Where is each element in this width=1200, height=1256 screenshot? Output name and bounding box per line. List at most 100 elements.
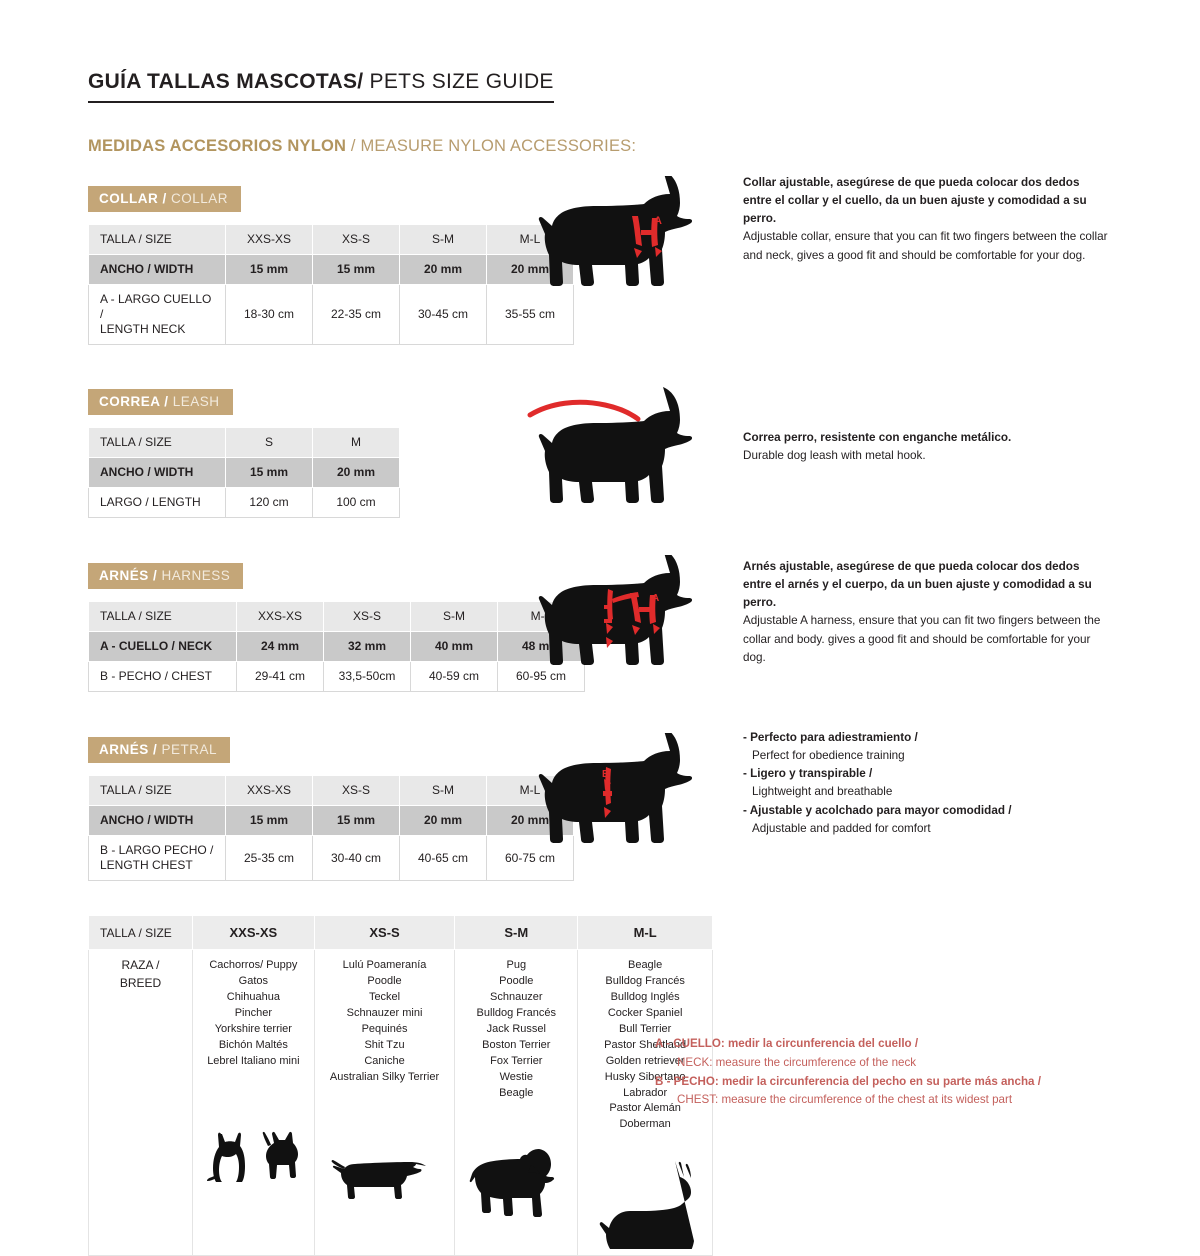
breed-list-m-l: Beagle Bulldog Francés Bulldog Inglés Cocke…: [582, 956, 708, 1133]
page-title: GUÍA TALLAS MASCOTAS/ PETS SIZE GUIDE: [88, 70, 554, 103]
section-collar: COLLAR / COLLAR TALLA / SIZE XXS-XS XS-S…: [88, 170, 1120, 345]
note-chest-es: B - PECHO: medir la circunferencia del p…: [655, 1074, 1041, 1088]
cell: 35-55 cm: [486, 284, 574, 345]
breed-item: Teckel: [368, 990, 401, 1003]
cell: 22-35 cm: [312, 284, 400, 345]
col-header-s-m: S-M: [410, 601, 498, 632]
breed-item: Bulldog Inglés: [610, 990, 680, 1003]
section-leash: CORREA / LEASH TALLA / SIZE S M ANCHO / …: [88, 387, 1120, 518]
cell: 15 mm: [225, 254, 313, 285]
section-harness: ARNÉS / HARNESS TALLA / SIZE XXS-XS XS-S…: [88, 549, 1120, 692]
cell: 33,5-50cm: [323, 661, 411, 692]
page-subtitle: MEDIDAS ACCESORIOS NYLON / MEASURE NYLON…: [88, 137, 1120, 156]
breed-item: Pastor Shertland: [604, 1038, 687, 1051]
breed-col-header-xs-s: XS-S: [313, 915, 456, 950]
size-guide-page: GUÍA TALLAS MASCOTAS/ PETS SIZE GUIDE ME…: [88, 70, 1120, 1256]
page-title-es: GUÍA TALLAS MASCOTAS/: [88, 70, 364, 93]
breed-item: Cocker Spaniel: [607, 1006, 683, 1019]
breed-item: Pincher: [234, 1006, 272, 1019]
table-row: A - LARGO CUELLO / LENGTH NECK 18-30 cm …: [88, 284, 574, 345]
cell: 32 mm: [323, 631, 411, 662]
col-header-xxs-xs: XXS-XS: [225, 775, 313, 806]
table-row: LARGO / LENGTH 120 cm 100 cm: [88, 487, 400, 518]
breed-item: Doberman: [619, 1118, 671, 1131]
marker-a-label: A: [652, 593, 659, 604]
breed-cell-xxs-xs: Cachorros/ Puppy Gatos Chihuahua Pincher Yor…: [192, 948, 315, 1256]
feature-2-en: Lightweight and breathable: [752, 785, 893, 799]
cat-icon: [207, 1132, 246, 1182]
breed-item: Poodle: [499, 974, 534, 987]
collar-description-es: Collar ajustable, asegúrese de que pueda…: [743, 176, 1087, 226]
schnauzer-icon: [469, 1149, 554, 1218]
cell: 25-35 cm: [225, 835, 313, 881]
row-label-neck: A - CUELLO / NECK: [88, 631, 237, 662]
leash-description-es: Correa perro, resistente con enganche me…: [743, 431, 1012, 444]
dog-leash-svg: [527, 387, 693, 503]
feature-1-es: - Perfecto para adiestramiento /: [743, 731, 918, 744]
breed-cell-s-m: Pug Poodle Schnauzer Bulldog Francés Jack Ru…: [454, 948, 579, 1256]
row-label-width: ANCHO / WIDTH: [88, 254, 226, 285]
cell: 15 mm: [225, 457, 313, 488]
page-subtitle-es: MEDIDAS ACCESORIOS NYLON: [88, 137, 347, 155]
table-row: TALLA / SIZE S M: [88, 427, 400, 458]
tag-label-en: LEASH: [168, 394, 220, 409]
breed-item: Pastor Alemán: [609, 1102, 681, 1115]
note-neck-es: A - CUELLO: medir la circunferencia del …: [655, 1037, 919, 1050]
col-header-size: TALLA / SIZE: [88, 224, 226, 255]
feature-3-en: Adjustable and padded for comfort: [752, 821, 931, 835]
section-tag-leash: CORREA / LEASH: [88, 389, 233, 415]
dog-illustration-harness: A: [518, 549, 718, 700]
table-row: ANCHO / WIDTH 15 mm 20 mm: [88, 457, 400, 488]
col-header-s: S: [225, 427, 313, 458]
collar-spec-table: TALLA / SIZE XXS-XS XS-S S-M M-L ANCHO /…: [88, 224, 574, 345]
breed-cell-xs-s: Lulú Poameranía Poodle Teckel Schnauzer min…: [313, 948, 456, 1256]
section-tag-collar: COLLAR / COLLAR: [88, 186, 242, 212]
col-header-size: TALLA / SIZE: [88, 427, 226, 458]
col-header-xs-s: XS-S: [323, 601, 411, 632]
cell: 30-45 cm: [399, 284, 487, 345]
cell: 100 cm: [312, 487, 400, 518]
feature-2-es: - Ligero y transpirable /: [743, 767, 873, 781]
breed-item: Caniche: [364, 1054, 405, 1067]
silhouette-xxs-xs: [197, 1070, 310, 1186]
harness-spec-table: TALLA / SIZE XXS-XS XS-S S-M M-L A - CUE…: [88, 601, 585, 692]
harness-description: Arnés ajustable, asegúrese de que pueda …: [743, 558, 1108, 667]
col-header-s-m: S-M: [399, 775, 487, 806]
page-subtitle-en: / MEASURE NYLON ACCESSORIES:: [346, 137, 637, 155]
breed-table-wrap: TALLA / SIZE XXS-XS XS-S S-M M-L RAZA / …: [88, 915, 1120, 1256]
silhouette-xs-s: [319, 1086, 451, 1202]
tag-label-es: ARNÉS /: [99, 742, 158, 757]
breed-item: Schnauzer: [490, 990, 543, 1003]
breed-list-s-m: Pug Poodle Schnauzer Bulldog Francés Jack Ru…: [459, 956, 573, 1101]
col-header-size: TALLA / SIZE: [88, 601, 237, 632]
col-header-xxs-xs: XXS-XS: [236, 601, 324, 632]
col-header-size: TALLA / SIZE: [88, 775, 226, 806]
breed-list-xs-s: Lulú Poameranía Poodle Teckel Schnauzer min…: [319, 956, 451, 1086]
chihuahua-icon: [263, 1131, 299, 1179]
table-row: ANCHO / WIDTH 15 mm 15 mm 20 mm 20 mm: [88, 805, 574, 836]
row-label-width: ANCHO / WIDTH: [88, 457, 226, 488]
tag-label-es: COLLAR /: [99, 191, 167, 206]
breed-item: Beagle: [499, 1086, 534, 1099]
col-header-xs-s: XS-S: [312, 224, 400, 255]
row-label-width: ANCHO / WIDTH: [88, 805, 226, 836]
harness-description-en: Adjustable A harness, ensure that you ca…: [743, 614, 1101, 664]
tag-label-en: HARNESS: [157, 568, 231, 583]
row-label-chest: B - PECHO / CHEST: [88, 661, 237, 692]
collar-description: Collar ajustable, asegúrese de que pueda…: [743, 174, 1108, 265]
table-row: TALLA / SIZE XXS-XS XS-S S-M M-L: [88, 915, 713, 950]
harness-description-es: Arnés ajustable, asegúrese de que pueda …: [743, 560, 1092, 610]
breed-item: Shit Tzu: [364, 1038, 405, 1051]
breed-item: Beagle: [627, 959, 663, 971]
breed-item: Lulú Poameranía: [342, 959, 427, 971]
dog-collar-svg: A: [538, 170, 693, 286]
cell: 20 mm: [399, 805, 487, 836]
breed-item: Bull Terrier: [618, 1022, 672, 1035]
table-row: TALLA / SIZE XXS-XS XS-S S-M M-L: [88, 601, 585, 632]
table-row: TALLA / SIZE XXS-XS XS-S S-M M-L: [88, 224, 574, 255]
breed-list-xxs-xs: Cachorros/ Puppy Gatos Chihuahua Pincher Yor…: [197, 956, 310, 1070]
table-row: TALLA / SIZE XXS-XS XS-S S-M M-L: [88, 775, 574, 806]
breed-row-label: RAZA / BREED: [88, 948, 193, 1256]
leash-spec-table: TALLA / SIZE S M ANCHO / WIDTH 15 mm 20 …: [88, 427, 400, 518]
tag-label-es: ARNÉS /: [99, 568, 158, 583]
